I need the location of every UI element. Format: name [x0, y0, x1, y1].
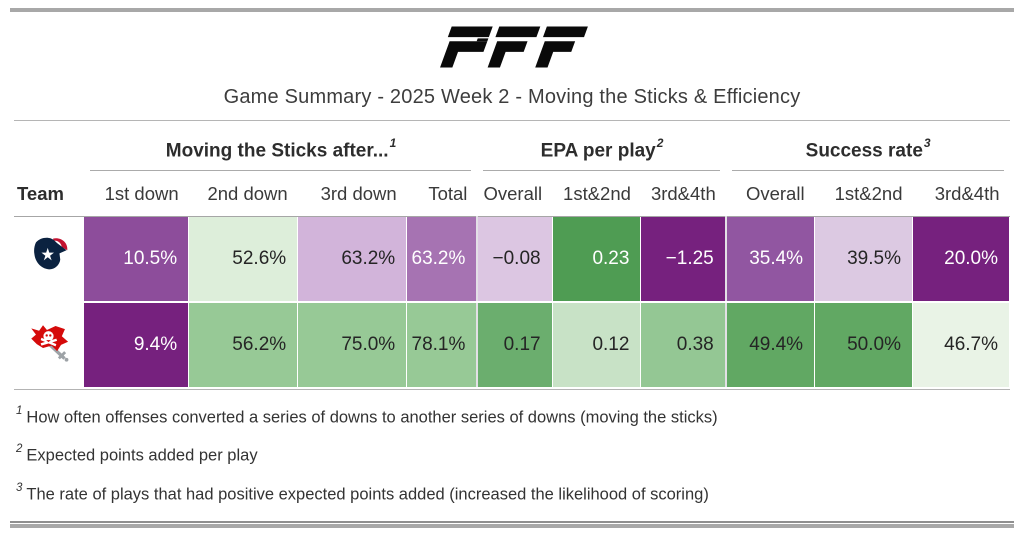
column-header-sr-3rd4th: 3rd&4th — [912, 171, 1010, 217]
table-row-buccaneers: 9.4% 56.2% 75.0% 78.1% 0.17 0.12 0.38 49… — [14, 301, 1011, 389]
group-underline — [89, 170, 472, 171]
cell-texans-epa-1st2nd: 0.23 — [551, 216, 642, 303]
page-title: Game Summary - 2025 Week 2 - Moving the … — [223, 86, 801, 108]
texans-logo — [14, 216, 85, 303]
footnote-text: The rate of plays that had positive expe… — [26, 485, 709, 504]
cell-texans-1st-down: 10.5% — [83, 216, 190, 303]
cell-texans-sr-overall: 35.4% — [724, 216, 816, 303]
group-header-success-rate: Success rate3 — [726, 121, 1010, 171]
group-underline — [483, 170, 720, 171]
cell-texans-epa-3rd4th: −1.25 — [640, 216, 727, 303]
column-header-2nd-down: 2nd down — [188, 171, 298, 217]
cell-texans-total: 63.2% — [406, 216, 478, 303]
column-header-1st-down: 1st down — [83, 171, 189, 217]
column-header-epa-3rd4th: 3rd&4th — [640, 171, 726, 217]
game-summary-table: Moving the Sticks after...1 EPA per play… — [14, 121, 1011, 389]
footnote-marker: 2 — [16, 443, 23, 456]
group-header-spacer — [14, 121, 84, 171]
group-header-epa-per-play: EPA per play2 — [477, 121, 725, 171]
cell-bucs-epa-1st2nd: 0.12 — [551, 301, 642, 389]
cell-bucs-sr-overall: 49.4% — [724, 301, 816, 389]
cell-texans-3rd-down: 63.2% — [297, 216, 408, 303]
column-header-sr-overall: Overall — [725, 171, 815, 217]
footnote-marker: 3 — [16, 481, 23, 494]
footnote-1: 1 How often offenses converted a series o… — [16, 405, 1008, 430]
column-header-epa-overall: Overall — [477, 171, 553, 217]
group-label: Moving the Sticks after... — [165, 140, 389, 161]
pff-logo-icon — [440, 26, 588, 68]
cell-texans-sr-1st2nd: 39.5% — [814, 216, 913, 303]
buccaneers-logo — [14, 301, 85, 389]
cell-bucs-sr-1st2nd: 50.0% — [814, 301, 913, 389]
footnote-ref: 3 — [923, 135, 931, 150]
cell-bucs-2nd-down: 56.2% — [188, 301, 299, 389]
footnotes-section: 1 How often offenses converted a series o… — [14, 389, 1010, 511]
table-row-texans: 10.5% 52.6% 63.2% 63.2% −0.08 0.23 −1.25… — [14, 216, 1011, 303]
bottom-divider — [10, 521, 1014, 529]
footnote-2: 2 Expected points added per play — [16, 443, 1008, 468]
column-header-total: Total — [406, 171, 478, 217]
group-label: Success rate — [805, 140, 923, 161]
footnote-marker: 1 — [16, 405, 23, 417]
brand-header — [0, 23, 1024, 73]
column-header-team: Team — [14, 171, 84, 217]
texans-logo-icon — [34, 237, 68, 269]
footnote-text: Expected points added per play — [26, 446, 258, 465]
cell-texans-2nd-down: 52.6% — [188, 216, 299, 303]
column-header-row: Team 1st down 2nd down 3rd down Total Ov… — [14, 171, 1010, 217]
group-header-moving-the-sticks: Moving the Sticks after...1 — [84, 121, 478, 171]
cell-bucs-3rd-down: 75.0% — [297, 301, 408, 389]
cell-bucs-1st-down: 9.4% — [83, 301, 190, 389]
cell-texans-epa-overall: −0.08 — [476, 216, 553, 303]
cell-bucs-total: 78.1% — [406, 301, 478, 389]
group-label: EPA per play — [540, 140, 656, 161]
footnote-text: How often offenses converted a series of… — [26, 408, 718, 427]
footnote-ref: 1 — [389, 135, 397, 150]
cell-texans-sr-3rd4th: 20.0% — [911, 216, 1011, 303]
footnote-ref: 2 — [656, 135, 664, 150]
cell-bucs-sr-3rd4th: 46.7% — [911, 301, 1011, 389]
footnote-3: 3 The rate of plays that had positive exp… — [16, 482, 1008, 507]
cell-bucs-epa-overall: 0.17 — [476, 301, 553, 389]
column-header-3rd-down: 3rd down — [297, 171, 407, 217]
column-header-sr-1st2nd: 1st&2nd — [814, 171, 913, 217]
buccaneers-logo-icon — [31, 324, 69, 362]
column-header-epa-1st2nd: 1st&2nd — [552, 171, 641, 217]
title-divider — [14, 120, 1010, 121]
top-divider — [10, 8, 1014, 12]
group-header-row: Moving the Sticks after...1 EPA per play… — [14, 121, 1010, 171]
group-underline — [731, 170, 1004, 171]
cell-bucs-epa-3rd4th: 0.38 — [640, 301, 727, 389]
